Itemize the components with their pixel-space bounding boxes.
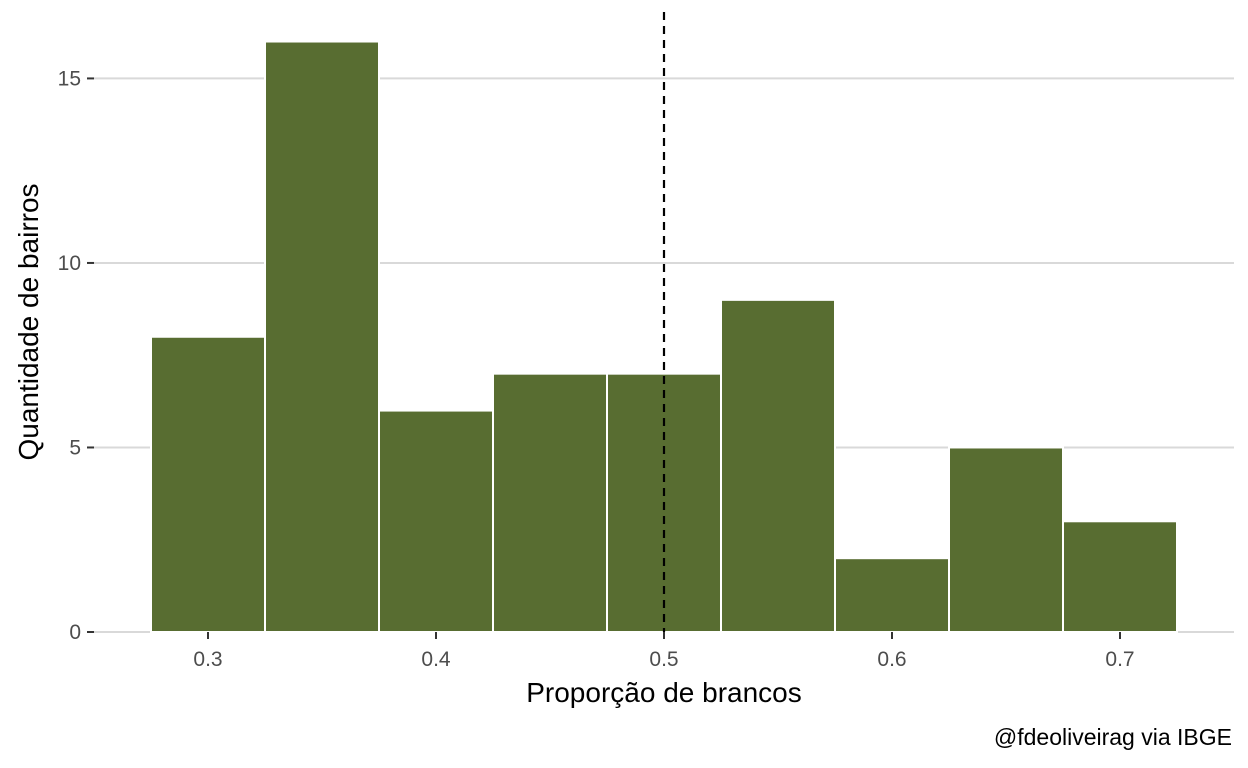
x-tick-label: 0.4: [421, 648, 451, 671]
x-tick-label: 0.6: [877, 648, 906, 671]
histogram-bar: [378, 409, 494, 634]
histogram-bar: [492, 372, 608, 633]
x-tick-label: 0.5: [649, 648, 678, 671]
histogram-bar: [834, 557, 950, 634]
y-tick-label: 0: [69, 621, 81, 644]
y-axis: 0 5 10 15: [58, 67, 94, 644]
x-tick-label: 0.7: [1105, 648, 1134, 671]
histogram-bar: [264, 40, 380, 634]
y-tick-label: 15: [58, 67, 81, 90]
x-tick-label: 0.3: [193, 648, 222, 671]
histogram-bar: [1062, 520, 1178, 633]
x-axis-title: Proporção de brancos: [526, 677, 802, 708]
histogram-bar: [720, 298, 836, 633]
y-tick-label: 5: [69, 436, 81, 459]
chart-caption: @fdeoliveirag via IBGE: [994, 724, 1232, 750]
x-axis: 0.3 0.4 0.5 0.6 0.7: [193, 632, 1135, 671]
y-axis-title: Quantidade de bairros: [13, 183, 44, 460]
histogram-bar: [150, 335, 266, 633]
histogram-bar: [948, 446, 1064, 633]
y-tick-label: 10: [58, 252, 81, 275]
